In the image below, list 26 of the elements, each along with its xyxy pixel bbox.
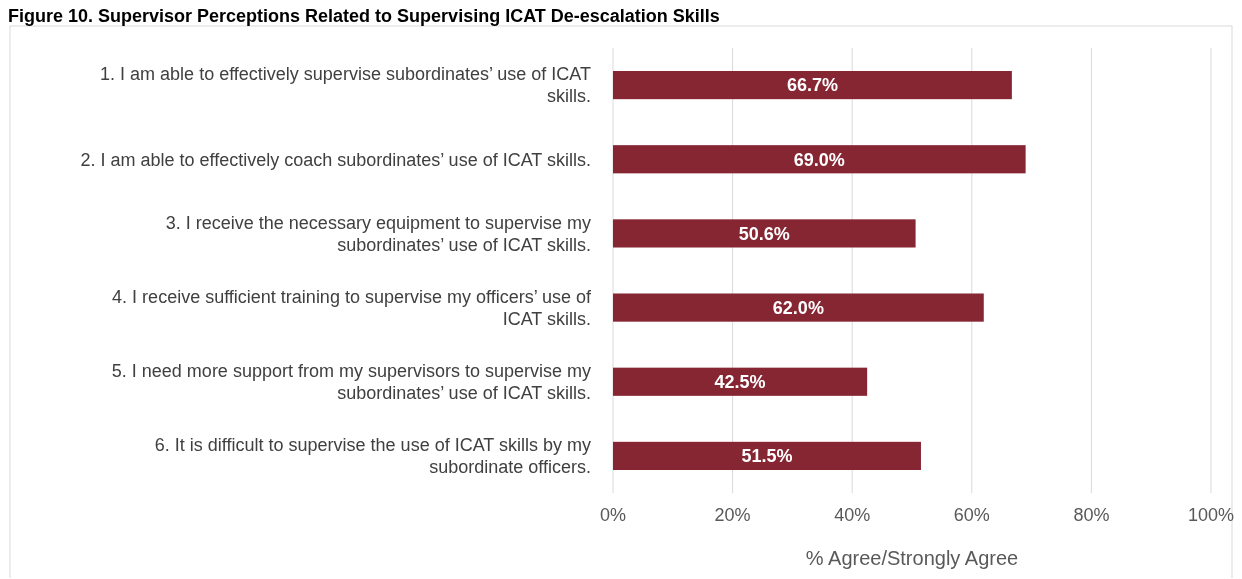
y-tick-label: 4. I receive sufficient training to supervise my officers’ use of ICAT skills.: [112, 286, 592, 329]
bar: [613, 70, 1012, 100]
x-tick-label: 0%: [599, 505, 627, 525]
x-tick-label: 40%: [834, 505, 871, 525]
data-label: 69.0%: [793, 149, 845, 170]
x-tick-label: 80%: [1073, 505, 1110, 525]
y-tick-label: 5. I need more support from my supervisors to supervise my subordinates’ use of ICAT skills.: [111, 361, 591, 404]
bar: [613, 441, 921, 471]
y-tick-label: 1. I am able to effectively supervise subordinates’ use of ICAT skills.: [100, 64, 591, 107]
y-tick-label: 6. It is difficult to supervise the use of ICAT skills by my subordinate officers.: [154, 435, 591, 478]
bar: [613, 145, 1026, 174]
x-tick-label: 60%: [953, 505, 990, 525]
data-label: 42.5%: [714, 372, 766, 393]
y-tick-label: 2. I am able to effectively coach subordinates’ use of ICAT skills.: [80, 149, 591, 170]
x-tick-label: 20%: [714, 505, 751, 525]
x-tick-label: 100%: [1187, 505, 1235, 525]
data-label: 66.7%: [786, 75, 838, 96]
data-label: 62.0%: [772, 297, 824, 318]
y-tick-label: 3. I receive the necessary equipment to supervise my subordinates’ use of ICAT skills.: [165, 212, 591, 255]
bar: [613, 219, 916, 248]
text: Figure 10. Supervisor Perceptions Related to Supervising ICAT De-escalation Skills: [8, 6, 720, 26]
x-axis-title: % Agree/Strongly Agree: [805, 547, 1019, 569]
bar: [613, 293, 984, 322]
data-label: 50.6%: [738, 223, 790, 244]
data-label: 51.5%: [741, 446, 793, 467]
bar: [613, 367, 868, 396]
